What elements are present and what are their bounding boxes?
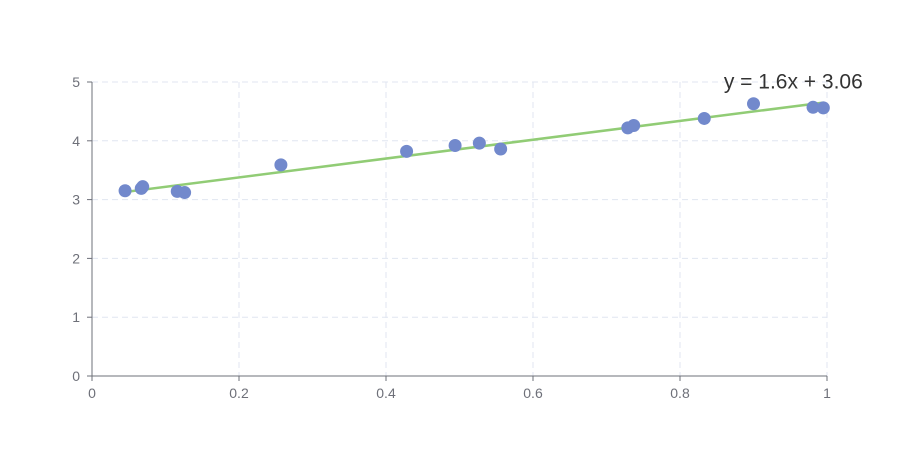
data-point-4[interactable] [178, 186, 192, 200]
data-point-0[interactable] [118, 184, 132, 198]
trendline [123, 101, 825, 194]
data-points [118, 97, 830, 200]
data-point-12[interactable] [697, 111, 711, 125]
data-point-14[interactable] [806, 100, 820, 114]
data-point-7[interactable] [448, 139, 462, 153]
x-tick-label-4: 0.8 [670, 385, 690, 401]
data-point-15[interactable] [816, 101, 830, 115]
y-tick-label-4: 4 [72, 133, 80, 149]
y-tick-label-5: 5 [72, 74, 80, 90]
data-point-9[interactable] [494, 142, 508, 156]
data-point-11[interactable] [627, 119, 641, 133]
y-tick-label-1: 1 [72, 309, 80, 325]
data-point-8[interactable] [472, 136, 486, 150]
data-point-2[interactable] [136, 180, 150, 194]
y-tick-label-0: 0 [72, 368, 80, 384]
grid-lines [92, 81, 828, 376]
x-tick-label-3: 0.6 [523, 385, 543, 401]
y-tick-label-2: 2 [72, 250, 80, 266]
x-tick-label-5: 1 [823, 385, 831, 401]
x-tick-label-2: 0.4 [376, 385, 396, 401]
trendline-group [123, 101, 825, 194]
axes: 0 0.2 0.4 0.6 0.8 1 0 1 2 3 4 5 [72, 74, 831, 401]
y-tick-label-3: 3 [72, 192, 80, 208]
data-point-5[interactable] [274, 158, 288, 172]
x-tick-label-1: 0.2 [229, 385, 249, 401]
trendline-equation-label: y = 1.6x + 3.06 [724, 71, 863, 94]
data-point-6[interactable] [400, 144, 414, 158]
x-tick-label-0: 0 [88, 385, 96, 401]
data-point-13[interactable] [747, 97, 760, 111]
